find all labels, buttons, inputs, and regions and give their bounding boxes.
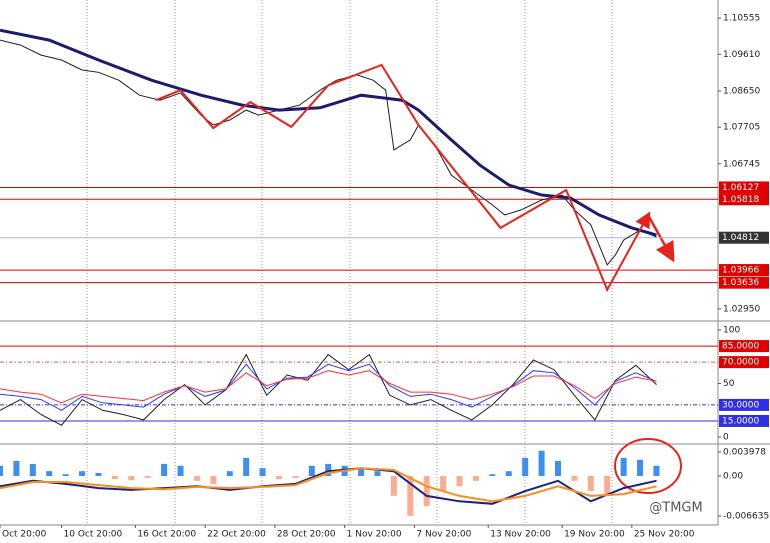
x-tick-label: 1 Nov 20:00 xyxy=(347,530,402,540)
level-box xyxy=(719,231,769,244)
x-tick-label: 16 Oct 20:00 xyxy=(137,530,196,540)
line-series xyxy=(0,353,657,426)
x-tick-label: 28 Oct 20:00 xyxy=(277,530,336,540)
histogram-bar xyxy=(62,474,69,477)
histogram-bar xyxy=(177,465,184,477)
histogram-bar xyxy=(653,465,660,477)
y-tick-label: 50 xyxy=(723,379,735,389)
level-label: 1.05818 xyxy=(722,195,759,205)
line-series xyxy=(0,370,657,404)
histogram-bar xyxy=(46,471,53,477)
level-label: 1.04812 xyxy=(722,233,759,243)
level-box xyxy=(719,276,769,289)
histogram-bar xyxy=(522,457,529,477)
histogram-bar xyxy=(554,460,561,477)
x-tick-label: 19 Nov 20:00 xyxy=(564,530,625,540)
level-box xyxy=(719,264,769,277)
histogram-bar xyxy=(275,476,282,480)
histogram-bar xyxy=(111,476,118,480)
x-tick-label: 13 Nov 20:00 xyxy=(490,530,551,540)
x-tick-label: 22 Oct 20:00 xyxy=(207,530,266,540)
histogram-bar xyxy=(243,457,250,477)
level-box xyxy=(719,193,769,206)
histogram-bar xyxy=(292,476,299,478)
histogram-bar xyxy=(407,476,414,516)
y-tick-label: 1.08650 xyxy=(723,86,760,96)
line-series xyxy=(0,39,657,266)
x-tick-label: Oct 20:00 xyxy=(2,530,47,540)
histogram-bar xyxy=(0,465,3,477)
histogram-bar xyxy=(587,476,594,492)
signal-line xyxy=(0,467,657,503)
histogram-bar xyxy=(489,474,496,477)
histogram-bar xyxy=(95,472,102,477)
signal-line xyxy=(0,467,657,505)
histogram-bar xyxy=(538,450,545,477)
histogram-bar xyxy=(456,476,463,487)
histogram-bar xyxy=(193,476,200,481)
histogram-bar xyxy=(374,471,381,477)
y-tick-label: 1.09610 xyxy=(723,50,760,60)
level-box xyxy=(719,340,769,353)
y-tick-label: 1.10555 xyxy=(723,14,760,24)
y-tick-label: 1.02950 xyxy=(723,304,760,314)
level-box xyxy=(719,181,769,194)
histogram-bar xyxy=(637,459,644,477)
highlight-circle xyxy=(614,438,682,494)
histogram-bar xyxy=(472,476,479,481)
level-label: 30.0000 xyxy=(722,400,759,410)
histogram-bar xyxy=(259,468,266,477)
y-tick-label: -0.006635 xyxy=(723,512,769,522)
level-box xyxy=(719,414,769,427)
histogram-bar xyxy=(210,476,217,484)
histogram-bar xyxy=(79,471,86,477)
histogram-bar xyxy=(604,476,611,496)
y-tick-label: 1.06745 xyxy=(723,159,760,169)
projection-arrow xyxy=(646,214,675,263)
zigzag-line xyxy=(155,63,651,293)
histogram-bar xyxy=(505,471,512,477)
histogram-bar xyxy=(358,468,365,477)
histogram-bar xyxy=(161,463,168,477)
histogram-bar xyxy=(226,471,233,477)
level-label: 15.0000 xyxy=(722,416,759,426)
histogram-bar xyxy=(13,460,20,477)
level-label: 1.03636 xyxy=(722,278,759,288)
y-tick-label: 100 xyxy=(723,326,740,336)
x-tick-label: 10 Oct 20:00 xyxy=(64,530,123,540)
y-tick-label: 0.00 xyxy=(723,472,743,482)
level-box xyxy=(719,356,769,369)
histogram-bar xyxy=(390,476,397,496)
level-label: 70.0000 xyxy=(722,358,759,368)
level-label: 85.0000 xyxy=(722,342,759,352)
histogram-bar xyxy=(423,476,430,507)
x-tick-label: 7 Nov 20:00 xyxy=(416,530,471,540)
y-tick-label: 0.003978 xyxy=(723,448,766,458)
histogram-bar xyxy=(128,476,135,481)
histogram-bar xyxy=(308,465,315,477)
y-tick-label: 0 xyxy=(723,433,729,443)
histogram-bar xyxy=(571,476,578,481)
x-tick-label: 25 Nov 20:00 xyxy=(634,530,695,540)
level-label: 1.06127 xyxy=(722,183,759,193)
level-label: 1.03966 xyxy=(722,266,759,276)
level-box xyxy=(719,398,769,411)
line-series xyxy=(0,363,657,411)
histogram-bar xyxy=(144,476,151,478)
histogram-bar xyxy=(440,476,447,492)
watermark: @TMGM xyxy=(649,501,702,516)
y-tick-label: 1.07705 xyxy=(723,123,760,133)
histogram-bar xyxy=(29,463,36,477)
histogram-bar xyxy=(620,457,627,477)
histogram-bar xyxy=(325,463,332,477)
